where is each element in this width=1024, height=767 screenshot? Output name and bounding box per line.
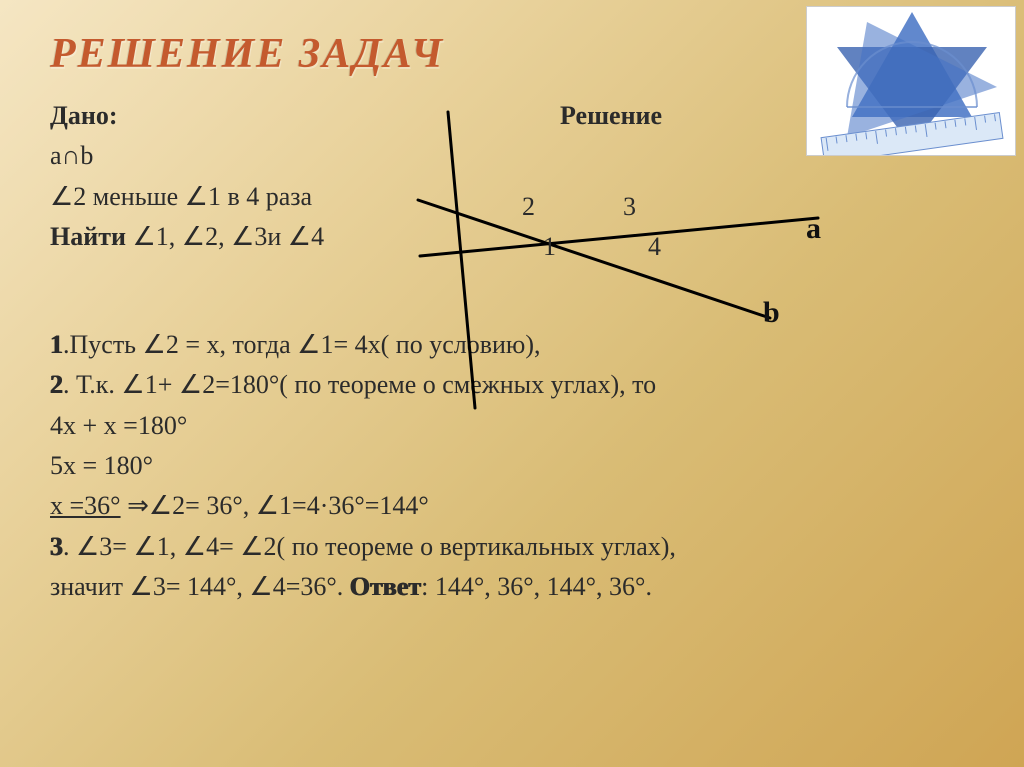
eq-1: 4x + x =180° (50, 406, 974, 446)
step-1: 1.Пусть ∠2 = x, тогда ∠1= 4x( по условию… (50, 325, 974, 365)
step-3: 3. ∠3= ∠1, ∠4= ∠2( по теореме о вертикал… (50, 527, 974, 567)
find-label: Найти (50, 222, 126, 251)
eq-2: 5x = 180° (50, 446, 974, 486)
line-label-a: a (806, 212, 821, 246)
given-line-2: ∠2 меньше ∠1 в 4 раза (50, 177, 974, 217)
given-line-3: Найти ∠1, ∠2, ∠3и ∠4 (50, 217, 974, 257)
solution-label: Решение (560, 96, 662, 136)
step-num-2: 2 (50, 365, 63, 405)
step-2: 2. Т.к. ∠1+ ∠2=180°( по теореме о смежны… (50, 365, 974, 405)
protractor-image (806, 6, 1016, 156)
content-block: Дано: Решение a∩b ∠2 меньше ∠1 в 4 раза … (50, 96, 974, 607)
angle-label-3: 3 (623, 192, 636, 222)
angle-label-2: 2 (522, 192, 535, 222)
given-label: Дано: (50, 96, 400, 136)
eq-3: x =36° ⇒∠2= 36°, ∠1=4·36°=144° (50, 486, 974, 526)
line-label-b: b (763, 296, 780, 330)
angle-label-4: 4 (648, 232, 661, 262)
step-num-3: 3 (50, 527, 63, 567)
answer-label: Ответ (350, 572, 421, 601)
step-num-1: 1 (50, 325, 63, 365)
angle-label-1: 1 (543, 232, 556, 262)
answer-row: значит ∠3= 144°, ∠4=36°. Ответ: 144°, 36… (50, 567, 974, 607)
